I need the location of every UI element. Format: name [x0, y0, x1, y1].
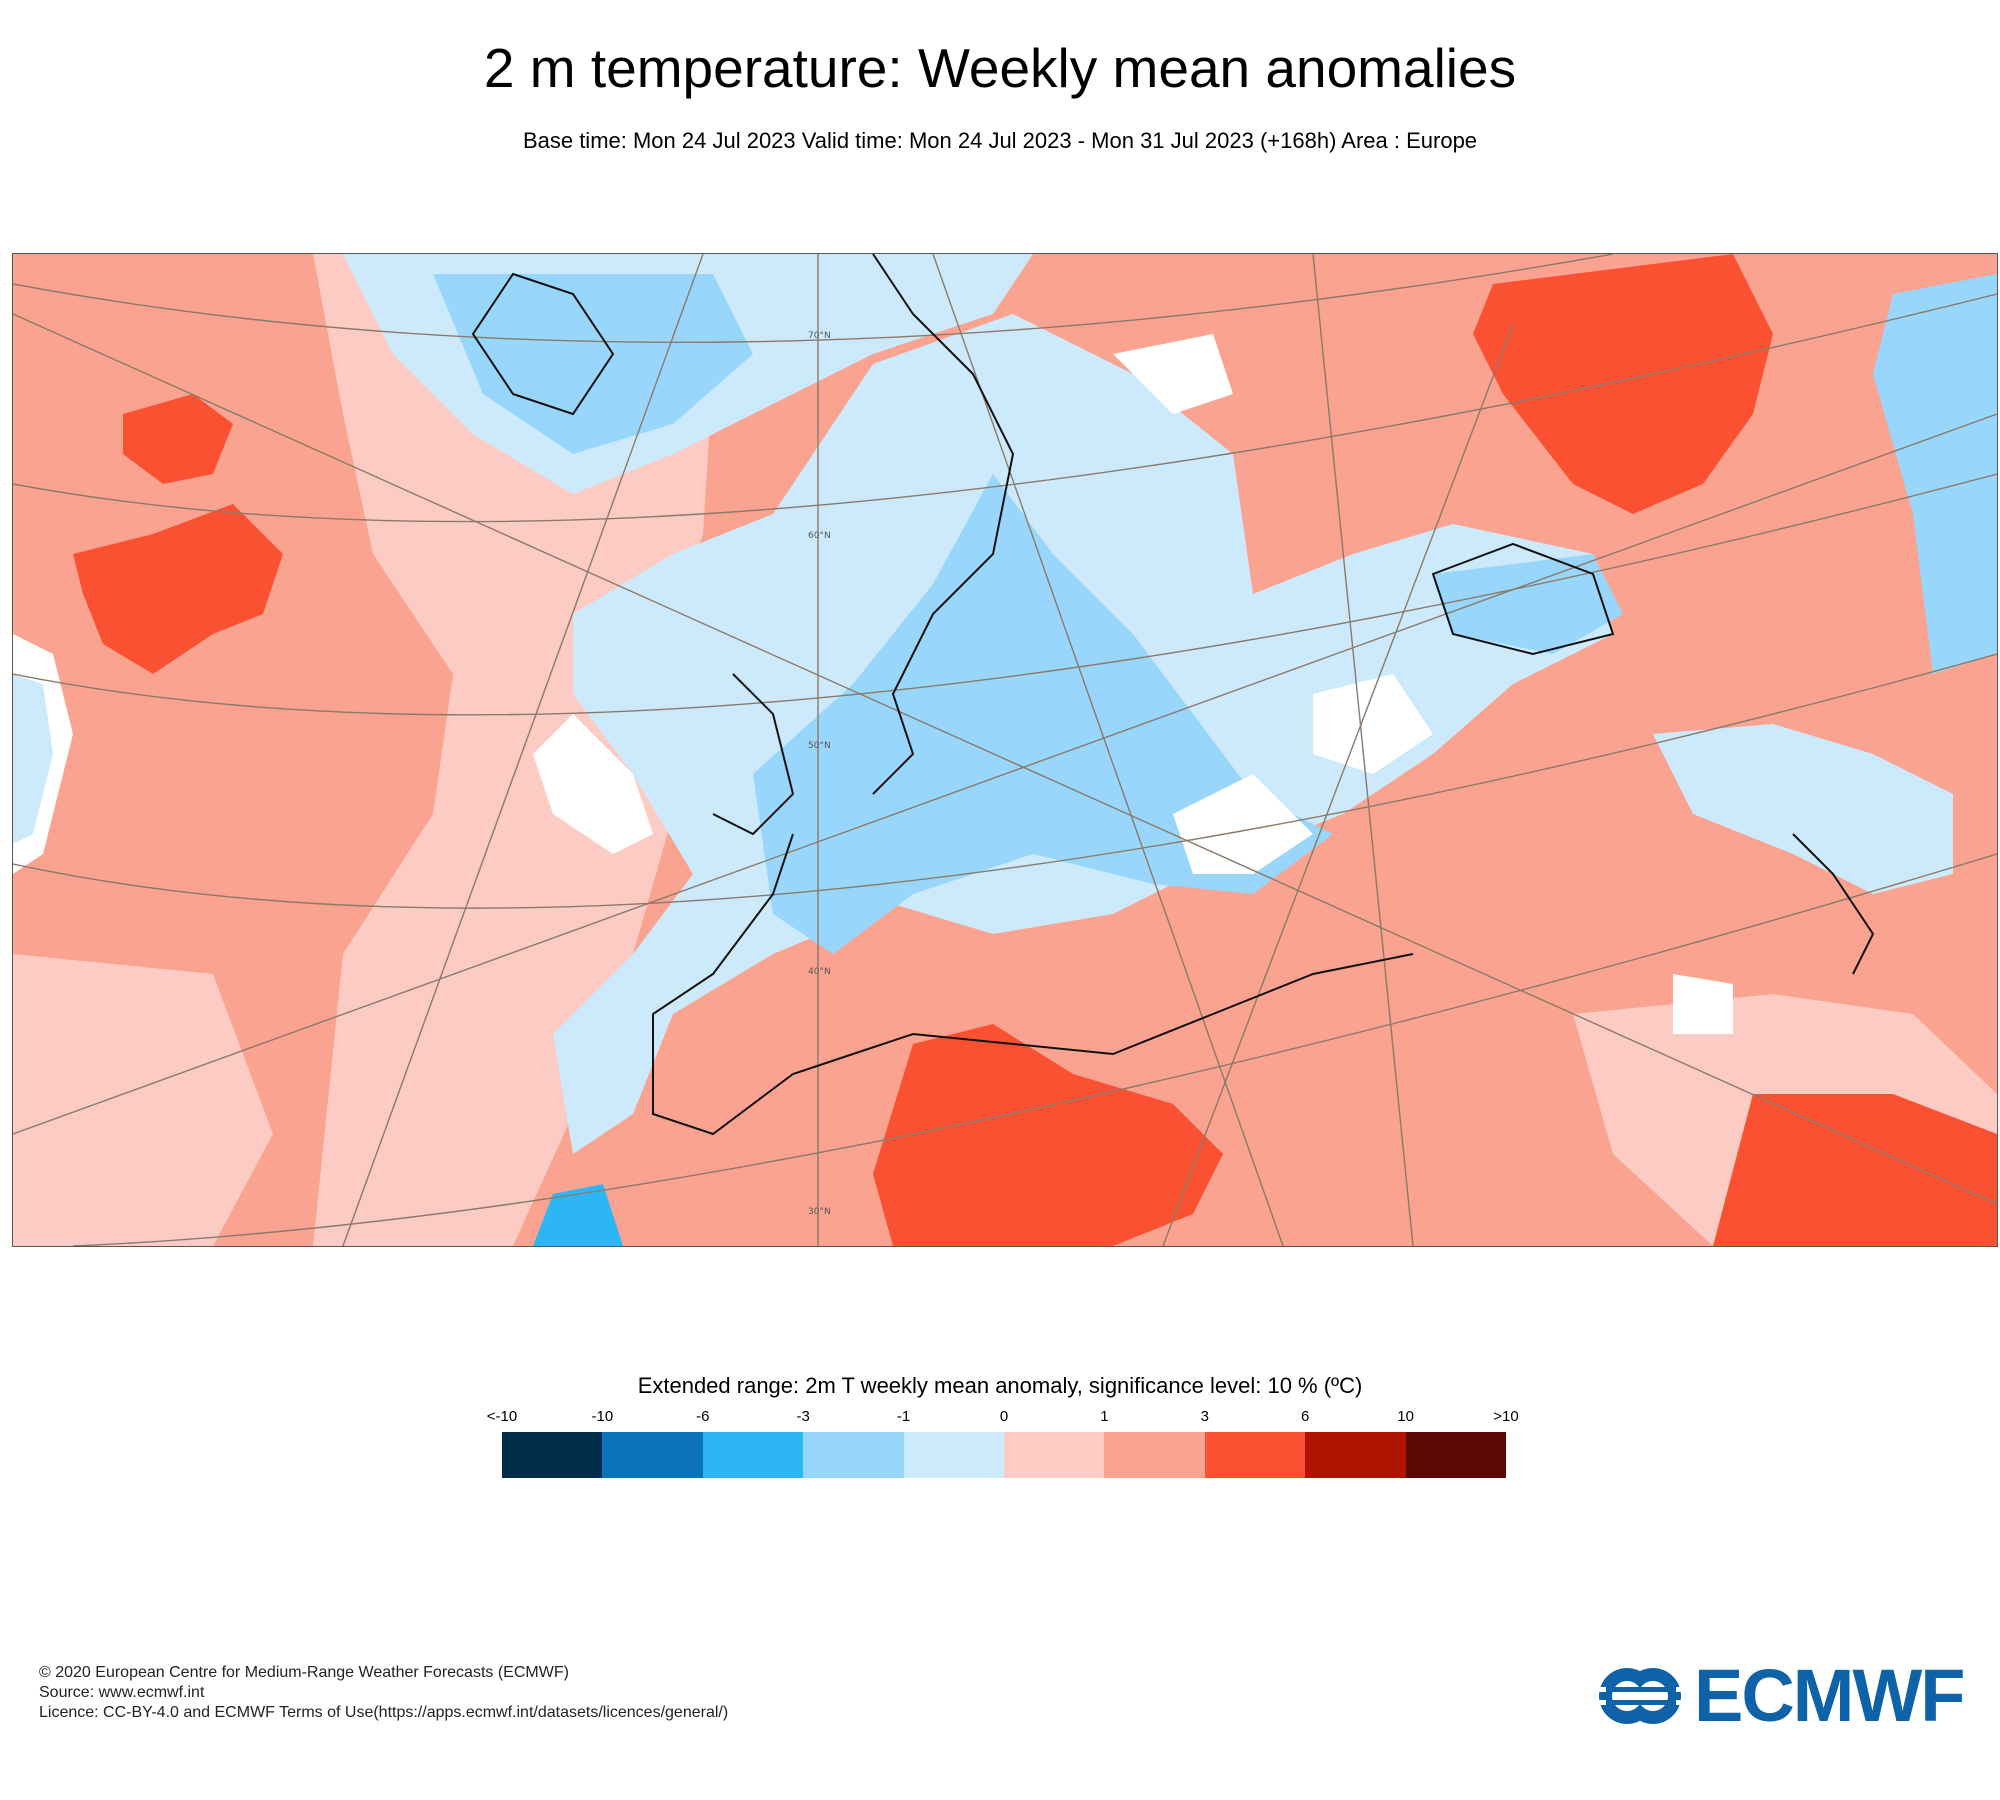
source-text: Source: www.ecmwf.int	[39, 1684, 205, 1701]
legend-tick-label: -6	[696, 1408, 710, 1425]
anomaly-region-moderate-cool-northeast	[1873, 274, 1997, 674]
lat-label-70: 70°N	[808, 331, 831, 341]
legend-swatch	[1104, 1432, 1206, 1478]
legend-tick-label: <-10	[486, 1408, 518, 1425]
meridian-5	[1162, 323, 1514, 1246]
coastline-svalbard	[471, 272, 615, 416]
chart-subtitle: Base time: Mon 24 Jul 2023 Valid time: M…	[522, 128, 1478, 153]
legend-tick-label: -1	[896, 1408, 911, 1425]
coastline-britain	[712, 673, 795, 836]
anomaly-region-warm-atlantic	[73, 504, 283, 674]
meridian-4	[1312, 254, 1414, 1246]
anomaly-map: 70°N 60°N 50°N 40°N 30°N	[12, 253, 1998, 1247]
legend-swatch	[803, 1432, 905, 1478]
parallel-60n	[13, 293, 1997, 523]
legend-tick-label: -10	[591, 1408, 614, 1425]
legend-swatch	[1305, 1432, 1407, 1478]
legend-swatch	[1405, 1432, 1507, 1478]
parallel-70n	[13, 254, 1614, 343]
meridian-6	[13, 313, 1997, 1205]
anomaly-region-strong-cool-sw	[533, 1184, 623, 1246]
footer: © 2020 European Centre for Medium-Range …	[39, 1663, 728, 1723]
legend-swatch	[602, 1432, 704, 1478]
licence-text: Licence: CC-BY-4.0 and ECMWF Terms of Us…	[39, 1704, 729, 1721]
anomaly-region-cool-caspian	[1653, 724, 1953, 894]
legend-tick-label: 10	[1397, 1408, 1414, 1425]
meridian-7	[13, 413, 1997, 1135]
lat-label-60: 60°N	[808, 531, 831, 541]
chart-title: 2 m temperature: Weekly mean anomalies	[483, 37, 1517, 99]
parallel-40n	[13, 653, 1997, 909]
latitude-labels: 70°N 60°N 50°N 40°N 30°N	[808, 331, 831, 1217]
legend-swatch	[1004, 1432, 1105, 1478]
anomaly-region-warm-iceland	[123, 394, 233, 484]
legend-swatch	[1204, 1432, 1306, 1478]
legend-tick-label: -3	[796, 1408, 810, 1425]
insignificant-fringe	[13, 334, 1733, 1034]
coastline-mediterranean	[652, 833, 1414, 1136]
meridian-1	[342, 254, 704, 1246]
lat-label-40: 40°N	[808, 967, 831, 977]
legend-tick-label: 3	[1200, 1408, 1209, 1425]
legend-swatch	[502, 1432, 603, 1478]
parallel-30n	[72, 853, 1997, 1246]
anomaly-region-warm-arabia	[1713, 1094, 1997, 1246]
color-legend	[502, 1432, 1507, 1478]
legend-swatch	[903, 1432, 1005, 1478]
legend-tick-label: 1	[1100, 1408, 1109, 1425]
graticule	[13, 254, 1997, 1246]
coastline-black-sea	[1431, 542, 1615, 656]
coastlines	[471, 254, 1875, 1136]
lat-label-30: 30°N	[808, 1207, 831, 1217]
anomaly-region-cool-west-edge	[13, 674, 53, 844]
meridian-3	[932, 254, 1284, 1246]
anomaly-region-warm-russia	[1473, 254, 1773, 514]
anomaly-region-warm-sahara	[873, 1024, 1223, 1246]
ecmwf-logo: ECMWF	[1594, 1654, 1965, 1737]
anomaly-region-moderate-cool-blacksea	[1433, 554, 1623, 654]
coastline-scandinavia	[872, 254, 1015, 795]
legend-title: Extended range: 2m T weekly mean anomaly…	[637, 1373, 1363, 1398]
anomaly-region-weak-warm-southwest	[13, 954, 273, 1246]
legend-swatch	[702, 1432, 804, 1478]
copyright-text: © 2020 European Centre for Medium-Range …	[39, 1664, 569, 1681]
anomaly-region-moderate-cool-greenland	[433, 274, 753, 454]
lat-label-50: 50°N	[808, 741, 831, 751]
coastline-caspian	[1792, 833, 1875, 975]
legend-tick-label: 0	[999, 1408, 1009, 1425]
legend-tick-label: 6	[1301, 1408, 1310, 1425]
ecmwf-logo-text: ECMWF	[1694, 1654, 1965, 1737]
map-canvas: 70°N 60°N 50°N 40°N 30°N	[13, 254, 1997, 1246]
ecmwf-logo-icon	[1594, 1668, 1686, 1724]
legend-tick-label: >10	[1493, 1408, 1519, 1425]
